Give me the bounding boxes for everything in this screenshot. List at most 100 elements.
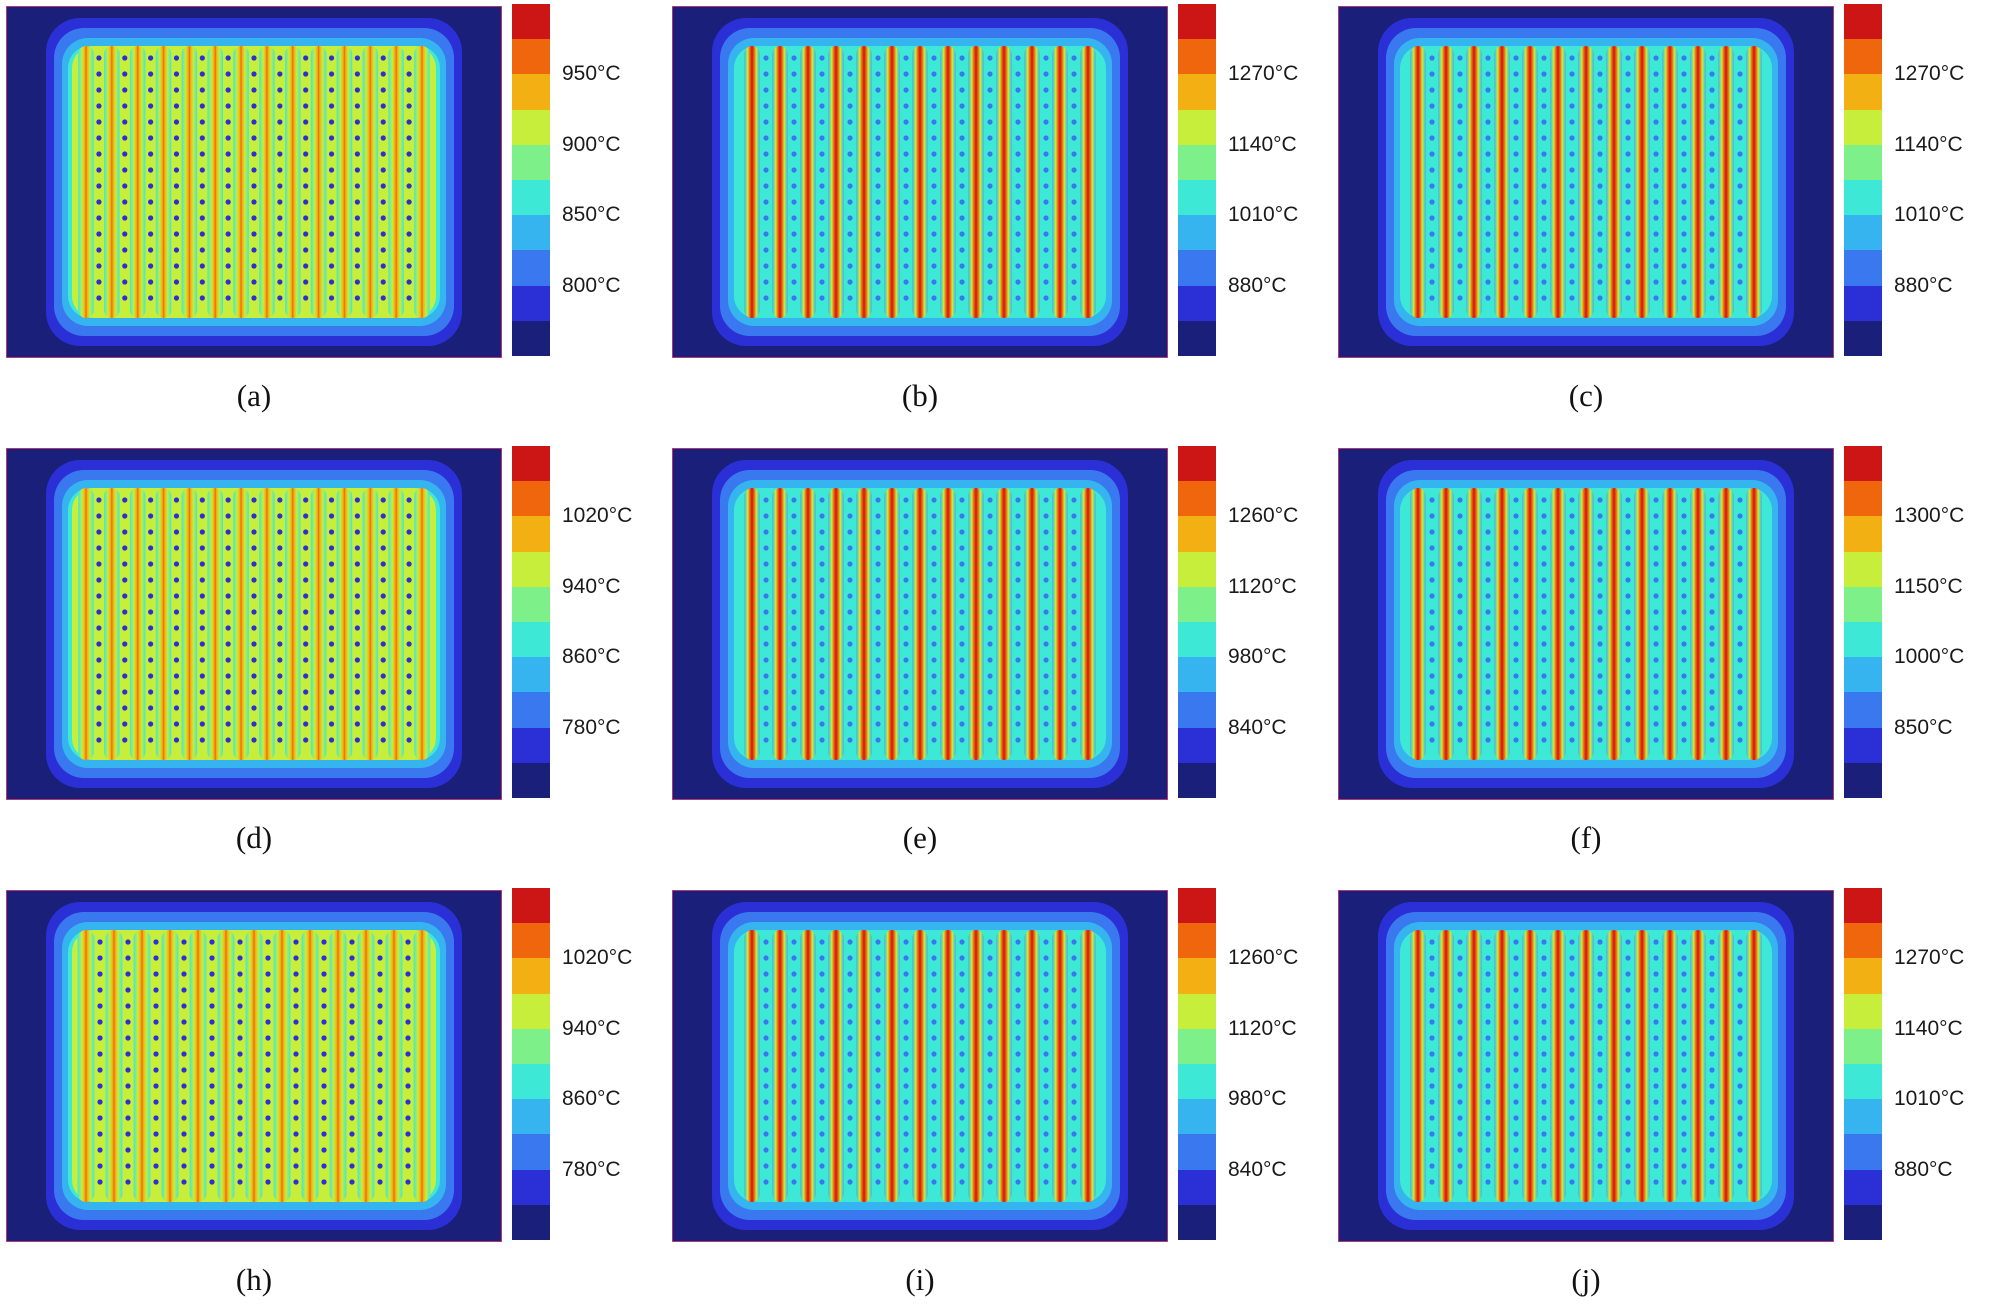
- cool-point: [819, 1067, 825, 1073]
- cool-point: [1625, 513, 1631, 519]
- hot-stripe: [856, 488, 872, 760]
- cool-point: [321, 1179, 327, 1185]
- cool-point: [819, 231, 825, 237]
- cool-point: [819, 1115, 825, 1121]
- cool-point: [1513, 561, 1519, 567]
- cool-point: [819, 103, 825, 109]
- cool-point: [265, 955, 271, 961]
- cool-point: [303, 513, 309, 519]
- cool-point: [277, 247, 283, 253]
- cool-point: [903, 545, 909, 551]
- cool-point: [1737, 625, 1743, 631]
- cool-point: [1015, 971, 1021, 977]
- cool-point: [321, 1019, 327, 1025]
- cool-point: [791, 577, 797, 583]
- cool-point: [349, 1051, 355, 1057]
- cool-point: [122, 263, 128, 269]
- scale-swatch: [512, 250, 550, 286]
- cool-point: [847, 737, 853, 743]
- hot-stripe: [1466, 930, 1482, 1202]
- scale-swatch: [512, 586, 550, 623]
- cool-point: [875, 545, 881, 551]
- scale-swatch: [1844, 1169, 1882, 1205]
- cool-point: [1043, 625, 1049, 631]
- cool-point: [97, 1067, 103, 1073]
- cool-point: [328, 103, 335, 109]
- cool-point: [959, 625, 965, 631]
- cool-point: [1071, 263, 1077, 269]
- scale-tick-label: 850°C: [562, 203, 621, 227]
- cool-point: [122, 71, 128, 77]
- cool-point: [875, 119, 881, 125]
- temperature-map-a: [6, 6, 502, 358]
- cool-point: [181, 1115, 187, 1121]
- cool-point: [1597, 231, 1603, 237]
- cool-point: [1709, 151, 1715, 157]
- cool-point: [1429, 497, 1435, 503]
- cool-point: [903, 183, 909, 189]
- cool-point: [1541, 1067, 1547, 1073]
- cool-point: [122, 737, 128, 743]
- cool-point: [1653, 295, 1659, 301]
- hot-stripe: [362, 488, 379, 760]
- cool-point: [251, 593, 257, 599]
- scale-swatch: [1844, 144, 1882, 181]
- cool-point: [1043, 971, 1049, 977]
- cool-point: [1625, 55, 1631, 61]
- temperature-map-e: [672, 448, 1168, 800]
- cool-point: [148, 295, 154, 301]
- cool-point: [1541, 199, 1547, 205]
- cool-point: [1485, 103, 1491, 109]
- cool-point: [1071, 1163, 1077, 1169]
- cool-point: [1709, 561, 1715, 567]
- cool-point: [1071, 689, 1077, 695]
- cool-point: [125, 1147, 131, 1153]
- cool-point: [959, 135, 965, 141]
- cool-point: [173, 151, 180, 157]
- cool-point: [1653, 497, 1659, 503]
- cool-point: [225, 545, 231, 551]
- cool-point: [1513, 721, 1519, 727]
- cool-point: [959, 71, 965, 77]
- cool-point: [406, 593, 412, 599]
- cool-point: [819, 577, 825, 583]
- cool-point: [181, 1051, 187, 1057]
- cool-point: [377, 1019, 383, 1025]
- cool-point: [97, 971, 103, 977]
- cool-point: [1541, 577, 1547, 583]
- hot-stripe: [940, 930, 956, 1202]
- hot-stripe: [968, 46, 984, 318]
- cool-point: [1457, 55, 1463, 61]
- cool-point: [225, 55, 231, 61]
- scale-swatch: [1178, 888, 1216, 924]
- cool-point: [959, 513, 965, 519]
- cool-point: [1681, 529, 1687, 535]
- cool-point: [903, 625, 909, 631]
- cool-point: [1429, 971, 1435, 977]
- cool-point: [819, 545, 825, 551]
- cool-point: [173, 497, 180, 503]
- cool-point: [1015, 1035, 1021, 1041]
- cool-point: [277, 529, 283, 535]
- scale-swatch: [512, 144, 550, 181]
- cool-point: [1457, 1115, 1463, 1121]
- cool-point: [1071, 939, 1077, 945]
- cool-point: [959, 295, 965, 301]
- cool-point: [1709, 1163, 1715, 1169]
- scale-tick-label: 780°C: [562, 1157, 621, 1181]
- cool-point: [173, 593, 180, 599]
- cool-point: [265, 1131, 271, 1137]
- cool-point: [328, 737, 335, 743]
- cool-point: [1043, 577, 1049, 583]
- cool-point: [1457, 1083, 1463, 1089]
- cool-point: [903, 295, 909, 301]
- hot-stripe: [1052, 46, 1068, 318]
- cool-point: [763, 737, 769, 743]
- cool-point: [354, 737, 360, 743]
- cool-point: [265, 1003, 271, 1009]
- cool-point: [1597, 87, 1603, 93]
- scale-labels: 1020°C 940°C 860°C 780°C: [562, 446, 650, 798]
- hot-stripe: [245, 930, 263, 1202]
- cool-point: [1625, 657, 1631, 663]
- cool-point: [1485, 87, 1491, 93]
